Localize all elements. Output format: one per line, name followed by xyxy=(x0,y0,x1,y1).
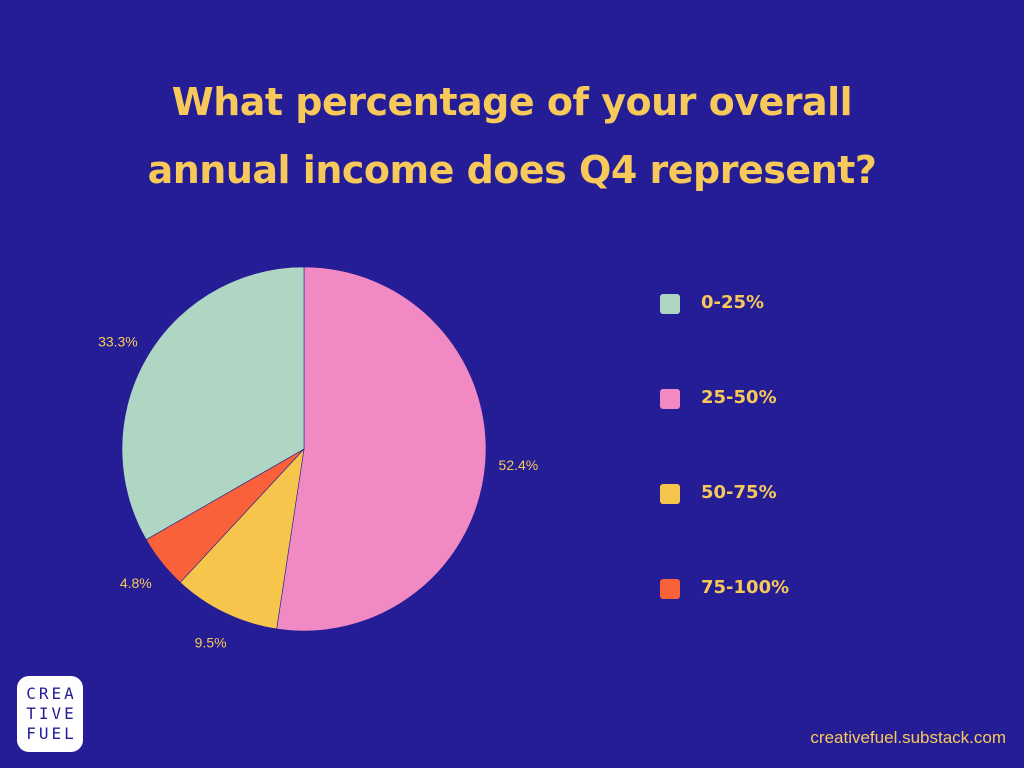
legend-label-25-50: 25-50% xyxy=(701,387,777,408)
legend-label-0-25: 0-25% xyxy=(701,292,765,313)
pie-label-0-25: 33.3% xyxy=(98,333,138,349)
legend-label-75-100: 75-100% xyxy=(701,577,790,598)
pie-slice-25-50 xyxy=(276,266,487,632)
logo-line-1: CREA xyxy=(26,684,77,703)
logo-line-3: FUEL xyxy=(26,724,77,743)
pie-value-labels: 52.4% 9.5% 4.8% 33.3% xyxy=(98,333,538,650)
footer-url: creativefuel.substack.com xyxy=(810,728,1006,747)
creative-fuel-logo: CREA TIVE FUEL xyxy=(17,676,83,752)
legend-swatch-0-25 xyxy=(660,294,680,314)
legend-swatch-75-100 xyxy=(660,579,680,599)
chart-title-line-1: What percentage of your overall xyxy=(171,80,853,124)
chart-title: What percentage of your overall annual i… xyxy=(0,68,1024,204)
pie-label-50-75: 9.5% xyxy=(195,635,227,651)
legend-swatch-50-75 xyxy=(660,484,680,504)
chart-title-line-2: annual income does Q4 represent? xyxy=(147,148,877,192)
pie-label-25-50: 52.4% xyxy=(499,457,539,473)
legend-label-50-75: 50-75% xyxy=(701,482,777,503)
logo-line-2: TIVE xyxy=(26,704,77,723)
pie-slices xyxy=(121,266,487,632)
legend-swatch-25-50 xyxy=(660,389,680,409)
pie-slice-50-75 xyxy=(179,448,305,630)
pie-slice-0-25 xyxy=(121,266,305,541)
pie-label-75-100: 4.8% xyxy=(120,575,152,591)
